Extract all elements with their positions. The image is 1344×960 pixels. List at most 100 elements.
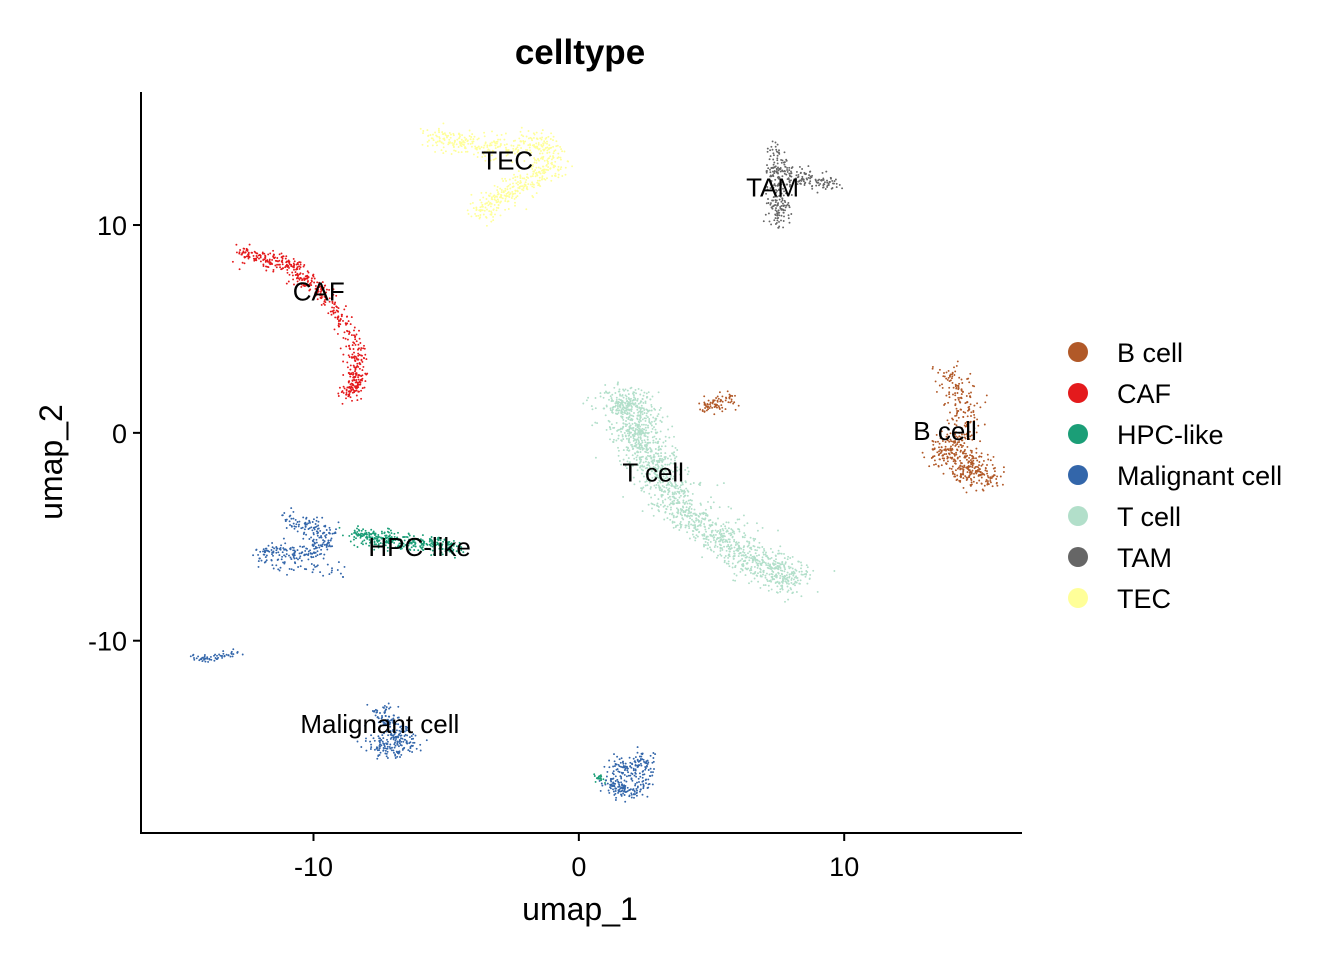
data-point [646, 787, 649, 789]
data-point [386, 740, 389, 743]
data-point [642, 769, 645, 772]
data-point [603, 407, 606, 410]
data-point [647, 410, 650, 413]
data-point [777, 151, 780, 154]
data-point [299, 565, 302, 568]
data-point [275, 551, 278, 554]
data-point [389, 725, 392, 728]
data-point [682, 518, 685, 521]
data-point [605, 779, 607, 782]
data-point [726, 529, 729, 532]
data-point [327, 539, 330, 542]
data-point [661, 481, 664, 484]
data-point [632, 429, 635, 432]
data-point [663, 504, 666, 507]
data-point [713, 413, 716, 416]
data-point [951, 381, 954, 384]
data-point [355, 537, 357, 540]
data-point [630, 414, 633, 417]
data-point [453, 543, 456, 546]
data-point [618, 388, 621, 391]
data-point [688, 537, 691, 540]
data-point [320, 548, 323, 551]
data-point [633, 412, 635, 414]
data-point [778, 564, 780, 567]
data-point [939, 448, 942, 451]
data-point [313, 295, 316, 298]
data-point [313, 547, 316, 550]
data-point [669, 498, 672, 501]
data-point [688, 515, 691, 518]
data-point [674, 487, 677, 490]
data-point [716, 537, 719, 539]
data-point [437, 539, 440, 542]
data-point [976, 402, 979, 405]
data-point [786, 590, 789, 593]
data-point [641, 410, 643, 413]
data-point [811, 184, 814, 187]
data-point [550, 158, 553, 161]
data-point [823, 181, 826, 184]
data-point [701, 556, 704, 559]
data-point [629, 788, 632, 791]
data-point [614, 782, 617, 785]
data-point [687, 512, 690, 515]
data-point [782, 211, 785, 214]
data-point [745, 556, 748, 559]
data-point [517, 186, 520, 189]
data-point [965, 425, 968, 427]
data-point [634, 398, 637, 401]
data-point [652, 771, 654, 774]
data-point [635, 441, 638, 444]
data-point [642, 758, 645, 761]
data-point [639, 420, 642, 422]
data-point [388, 707, 391, 710]
data-point [963, 466, 966, 468]
data-point [991, 485, 994, 488]
data-point [673, 459, 676, 462]
data-point [231, 260, 234, 263]
data-point [646, 484, 649, 487]
data-point [758, 554, 760, 557]
data-point [937, 464, 940, 467]
data-point [639, 393, 642, 396]
data-point [962, 477, 965, 480]
data-point [795, 575, 798, 578]
data-point [656, 442, 659, 445]
data-point [393, 746, 396, 749]
data-point [262, 263, 265, 266]
data-point [648, 774, 651, 777]
data-point [361, 360, 364, 363]
data-point [717, 405, 720, 408]
data-point [970, 483, 973, 486]
data-point [732, 402, 735, 405]
data-point [989, 479, 992, 482]
data-point [959, 480, 962, 483]
data-point [605, 775, 608, 778]
data-point [960, 388, 963, 391]
data-point [699, 484, 701, 487]
data-point [783, 163, 786, 166]
data-point [697, 520, 700, 523]
data-point [370, 533, 373, 535]
data-point [654, 486, 657, 489]
data-point [993, 474, 996, 477]
data-point [986, 453, 989, 456]
data-point [281, 259, 284, 262]
data-point [400, 740, 403, 743]
data-point [350, 389, 353, 392]
data-point [964, 448, 966, 451]
data-point [766, 580, 769, 583]
data-point [327, 541, 330, 544]
data-point [523, 177, 526, 180]
data-point [336, 318, 339, 320]
data-point [284, 257, 287, 260]
data-point [634, 772, 637, 775]
data-point [423, 540, 426, 543]
data-point [975, 457, 977, 460]
data-point [489, 142, 492, 145]
data-point [297, 566, 300, 568]
data-point [259, 260, 262, 263]
data-point [645, 446, 648, 449]
data-point [657, 467, 659, 470]
